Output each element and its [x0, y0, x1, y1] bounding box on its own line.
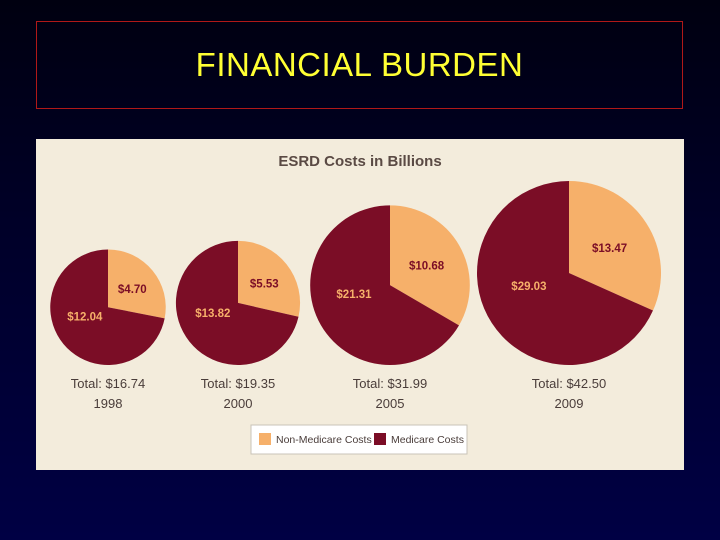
- slice-label-medicare-2009: $29.03: [511, 281, 546, 293]
- year-label-2000: 2000: [224, 396, 253, 411]
- chart-legend: Non-Medicare Costs Medicare Costs: [250, 424, 468, 455]
- legend-swatch-non-medicare: [259, 433, 271, 445]
- chart-title: ESRD Costs in Billions: [278, 153, 441, 170]
- total-label-2005: Total: $31.99: [353, 376, 427, 391]
- slide-title-box: FINANCIAL BURDEN: [36, 21, 683, 109]
- slice-label-medicare-2005: $21.31: [336, 289, 372, 301]
- slice-label-non-medicare-2005: $10.68: [409, 260, 445, 272]
- esrd-cost-chart: ESRD Costs in Billions $4.70 $12.04 Total:…: [50, 153, 661, 455]
- slice-label-non-medicare-2009: $13.47: [592, 243, 627, 255]
- pie-slice-non-medicare-2009: [569, 181, 661, 311]
- legend-label-medicare: Medicare Costs: [391, 434, 464, 446]
- pie-slice-non-medicare-2005: [390, 205, 470, 326]
- pie-slice-non-medicare-2000: [238, 240, 301, 317]
- total-label-1998: Total: $16.74: [71, 376, 145, 391]
- legend-label-non-medicare: Non-Medicare Costs: [276, 434, 372, 446]
- total-label-2009: Total: $42.50: [532, 376, 606, 391]
- pie-slice-non-medicare-1998: [108, 249, 166, 319]
- pie-slice-medicare-1998: [50, 249, 165, 365]
- pie-slice-medicare-2005: [310, 205, 459, 365]
- slice-label-non-medicare-2000: $5.53: [250, 279, 279, 291]
- year-label-1998: 1998: [94, 396, 123, 411]
- slice-label-medicare-1998: $12.04: [67, 312, 103, 324]
- slice-label-non-medicare-1998: $4.70: [118, 284, 147, 296]
- year-label-2009: 2009: [555, 396, 584, 411]
- pie-slice-medicare-2009: [476, 181, 653, 365]
- slide-title: FINANCIAL BURDEN: [195, 46, 524, 83]
- total-label-2000: Total: $19.35: [201, 376, 275, 391]
- slice-label-medicare-2000: $13.82: [195, 308, 230, 320]
- pie-slice-medicare-2000: [175, 240, 299, 366]
- chart-panel: ESRD Costs in Billions $4.70 $12.04 Total:…: [36, 139, 684, 470]
- pie-group: $4.70 $12.04 Total: $16.74 1998 $5.53 $13.82 T…: [50, 181, 661, 411]
- year-label-2005: 2005: [376, 396, 405, 411]
- legend-swatch-medicare: [374, 433, 386, 445]
- legend-box: [250, 424, 468, 455]
